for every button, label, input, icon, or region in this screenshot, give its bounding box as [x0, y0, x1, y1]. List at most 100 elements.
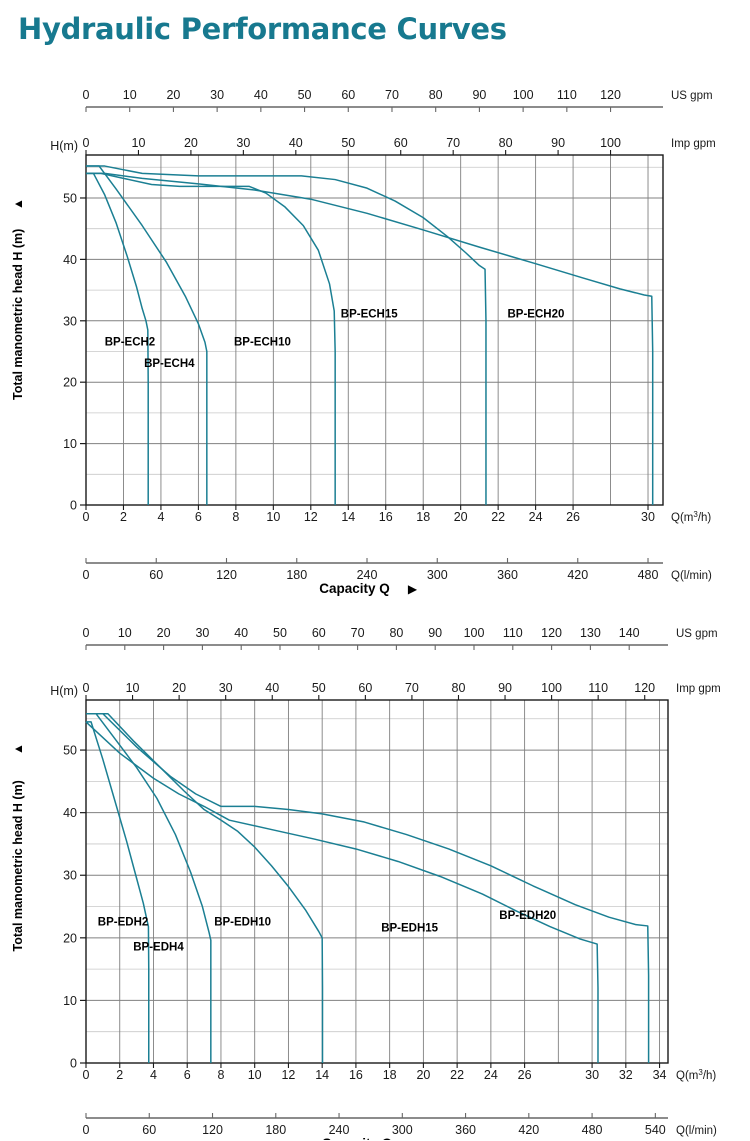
top-axis-imp-gpm-label: 70 — [405, 681, 419, 695]
y-tick-label: 30 — [63, 314, 77, 328]
top-axis-us-gpm: 0 10 20 30 40 50 60 70 80 90 100 110 120 130 140 US gpm — [83, 626, 718, 650]
top-axis-imp-gpm-unit: Imp gpm — [671, 138, 716, 150]
top-axis-imp-gpm-label: 80 — [452, 681, 466, 695]
bottom-axis-m3h-label: 30 — [585, 1068, 599, 1082]
y-axis-title: Total manometric head H (m) — [11, 229, 25, 400]
curve-bp-edh4 — [86, 713, 212, 1063]
top-axis-us-gpm-label: 120 — [600, 88, 621, 102]
top-axis-imp-gpm-label: 60 — [394, 136, 408, 150]
x-axis-arrow-icon: ▶ — [408, 582, 418, 596]
top-axis-imp-gpm-label: 20 — [184, 136, 198, 150]
top-axis-us-gpm-label: 90 — [472, 88, 486, 102]
x-axis-title: Capacity Q — [319, 581, 390, 596]
page-title: Hydraulic Performance Curves — [18, 12, 507, 46]
top-axis-imp-gpm-label: 20 — [172, 681, 186, 695]
top-axis-imp-gpm-label: 70 — [446, 136, 460, 150]
y-tick-label: 40 — [63, 806, 77, 820]
bottom-axis-lmin-unit: Q(l/min) — [671, 570, 712, 582]
curve-label-bp-ech10: BP-ECH10 — [234, 336, 291, 348]
curve-bp-ech4 — [86, 165, 208, 505]
y-axis-title: Total manometric head H (m) — [11, 780, 25, 951]
bottom-axis-m3h-label: 30 — [641, 510, 655, 524]
bottom-axis-m3h-label: 14 — [341, 510, 355, 524]
bottom-axis-lmin-label: 0 — [83, 1123, 90, 1137]
top-axis-imp-gpm-label: 110 — [588, 681, 608, 695]
chart-edh-block: 0 10 20 30 40 50 H(m) Total manometric head H (… — [0, 615, 750, 1140]
bottom-axis-m3h-label: 6 — [184, 1068, 191, 1082]
bottom-axis-m3h-label: 4 — [157, 510, 164, 524]
bottom-axis-m3h-label: 20 — [454, 510, 468, 524]
curve-label-bp-edh10: BP-EDH10 — [214, 916, 271, 928]
top-axis-imp-gpm-label: 60 — [358, 681, 372, 695]
curves-layer — [86, 165, 654, 505]
bottom-axis-lmin-label: 120 — [202, 1123, 223, 1137]
top-axis-us-gpm-label: 90 — [428, 626, 442, 640]
curve-bp-ech20 — [86, 172, 654, 505]
bottom-axis-lmin-label: 240 — [357, 568, 378, 582]
bottom-axis-m3h-label: 26 — [518, 1068, 532, 1082]
top-axis-imp-gpm-label: 50 — [341, 136, 355, 150]
bottom-axis-m3h-label: 26 — [566, 510, 580, 524]
y-axis-unit-label: H(m) — [50, 684, 78, 698]
y-axis-arrow-icon: ▲ — [11, 198, 25, 210]
curves-layer — [85, 713, 650, 1063]
bottom-axis-m3h-unit: Q(m3/h) — [676, 1068, 716, 1083]
top-axis-us-gpm-label: 20 — [166, 88, 180, 102]
bottom-axis-m3h-unit: Q(m3/h) — [671, 510, 711, 525]
plot-frame — [85, 154, 664, 506]
top-axis-us-gpm-unit: US gpm — [671, 90, 713, 102]
bottom-axis-m3h: 0 2 4 6 8 10 12 14 16 18 20 22 24 26 30 Q(m3/h) — [83, 505, 711, 525]
curve-bp-ech15 — [86, 165, 487, 505]
plot-frame — [85, 699, 669, 1064]
bottom-axis-lmin-label: 60 — [149, 568, 163, 582]
curve-bp-edh2 — [86, 721, 150, 1063]
top-axis-us-gpm-label: 140 — [619, 626, 640, 640]
top-axis-imp-gpm-label: 0 — [83, 136, 90, 150]
top-axis-us-gpm-label: 80 — [429, 88, 443, 102]
top-axis-us-gpm-label: 70 — [351, 626, 365, 640]
top-axis-imp-gpm-label: 10 — [126, 681, 140, 695]
y-tick-label: 10 — [63, 437, 77, 451]
bottom-axis-m3h-label: 18 — [383, 1068, 397, 1082]
top-axis-us-gpm-label: 0 — [83, 626, 90, 640]
bottom-axis-lmin-label: 180 — [286, 568, 307, 582]
top-axis-imp-gpm-label: 10 — [132, 136, 146, 150]
top-axis-us-gpm-label: 50 — [273, 626, 287, 640]
bottom-axis-m3h-label: 10 — [248, 1068, 262, 1082]
bottom-axis-m3h-label: 0 — [83, 1068, 90, 1082]
bottom-axis-m3h-label: 8 — [232, 510, 239, 524]
bottom-axis-m3h-label: 22 — [450, 1068, 464, 1082]
chart-edh-svg: 0 10 20 30 40 50 H(m) Total manometric head H (… — [11, 626, 721, 1140]
bottom-axis-lmin-label: 540 — [645, 1123, 666, 1137]
bottom-axis-m3h-label: 0 — [83, 510, 90, 524]
bottom-axis-lmin-label: 420 — [567, 568, 588, 582]
grid-layer — [85, 700, 668, 1064]
y-tick-label: 0 — [70, 499, 77, 513]
top-axis-imp-gpm-label: 40 — [289, 136, 303, 150]
top-axis-imp-gpm-label: 80 — [499, 136, 513, 150]
curve-bp-edh10 — [86, 713, 324, 1063]
top-axis-us-gpm-label: 110 — [557, 88, 577, 102]
top-axis-imp-gpm-label: 0 — [83, 681, 90, 695]
curve-bp-ech2 — [86, 172, 149, 505]
bottom-axis-lmin-label: 420 — [518, 1123, 539, 1137]
top-axis-us-gpm-label: 130 — [580, 626, 601, 640]
curve-label-bp-ech4: BP-ECH4 — [144, 358, 195, 370]
top-axis-us-gpm-label: 100 — [464, 626, 485, 640]
bottom-axis-lmin-unit: Q(l/min) — [676, 1125, 717, 1137]
bottom-axis-lmin: 0 60 120 180 240 300 360 420 480 540 Q(l/min) — [83, 1113, 717, 1137]
bottom-axis-lmin-label: 300 — [392, 1123, 413, 1137]
top-axis-imp-gpm: 0 10 20 30 40 50 60 70 80 90 100 Imp gpm — [83, 136, 716, 155]
y-tick-label: 30 — [63, 869, 77, 883]
axes-layer: 0 10 20 30 40 50 H(m) Total manometric head H (… — [11, 626, 721, 1140]
y-tick-label: 20 — [63, 376, 77, 390]
top-axis-us-gpm-label: 30 — [195, 626, 209, 640]
top-axis-imp-gpm-label: 30 — [219, 681, 233, 695]
curve-bp-edh20 — [86, 713, 650, 1063]
bottom-axis-m3h-label: 10 — [266, 510, 280, 524]
bottom-axis-lmin-label: 180 — [265, 1123, 286, 1137]
y-axis-unit-label: H(m) — [50, 139, 78, 153]
bottom-axis-lmin-label: 240 — [329, 1123, 350, 1137]
bottom-axis-lmin-label: 360 — [497, 568, 518, 582]
